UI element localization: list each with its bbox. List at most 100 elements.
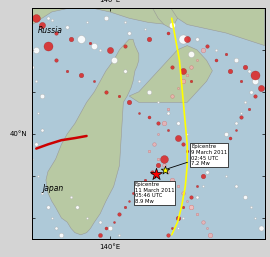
Point	[234, 121, 238, 125]
Point	[127, 31, 131, 35]
Point	[112, 58, 116, 62]
Point	[185, 73, 189, 77]
Point	[170, 65, 174, 69]
Point	[166, 233, 170, 237]
Point	[98, 220, 102, 224]
Point	[189, 65, 193, 69]
Point	[75, 205, 79, 209]
Point	[30, 157, 35, 161]
Point	[195, 195, 199, 199]
Point	[259, 86, 263, 90]
Point	[239, 115, 244, 119]
Point	[176, 121, 180, 125]
Point	[65, 69, 69, 73]
Point	[247, 69, 251, 73]
Point	[195, 142, 199, 146]
Point	[259, 226, 263, 231]
Point	[201, 184, 205, 188]
Point	[108, 226, 112, 231]
Point	[204, 153, 209, 157]
Point	[176, 184, 180, 188]
Point	[185, 199, 189, 203]
Point	[176, 136, 180, 140]
Point	[127, 199, 131, 203]
Point	[36, 111, 40, 115]
Point	[185, 149, 189, 153]
Point	[53, 58, 58, 62]
Point	[88, 41, 93, 45]
Point	[166, 170, 170, 174]
Point	[166, 128, 170, 132]
Point	[181, 205, 185, 209]
Point	[152, 142, 157, 146]
Point	[253, 73, 257, 77]
Point	[228, 69, 232, 73]
Point	[137, 79, 141, 83]
Point	[150, 170, 154, 174]
Point	[59, 233, 64, 237]
Point	[156, 132, 160, 136]
Point	[98, 233, 102, 237]
Point	[189, 195, 193, 199]
Point	[243, 195, 247, 199]
Point	[104, 90, 108, 94]
Point	[162, 157, 166, 161]
Text: Japan: Japan	[42, 184, 63, 193]
Point	[123, 20, 127, 24]
Point	[253, 79, 257, 83]
Point	[69, 37, 73, 41]
Point	[181, 191, 185, 195]
Point	[34, 16, 38, 20]
Text: Epicentre
11 March 2011
05:46 UTC
8.9 Mw: Epicentre 11 March 2011 05:46 UTC 8.9 Mw	[135, 177, 175, 204]
Point	[108, 48, 112, 52]
Point	[176, 226, 180, 231]
Point	[181, 79, 185, 83]
Point	[228, 136, 232, 140]
Point	[162, 163, 166, 168]
Point	[170, 22, 174, 26]
Point	[185, 37, 189, 41]
Point	[204, 43, 209, 48]
Point	[214, 58, 218, 62]
Point	[40, 191, 44, 195]
Point	[79, 37, 83, 41]
Polygon shape	[148, 0, 178, 29]
Point	[154, 172, 158, 176]
Point	[239, 111, 244, 115]
Point	[156, 100, 160, 104]
Point	[176, 216, 180, 220]
Point	[243, 65, 247, 69]
Point	[85, 20, 89, 24]
Point	[224, 52, 228, 56]
Point	[104, 226, 108, 231]
Point	[181, 216, 185, 220]
Point	[156, 157, 160, 161]
Point	[214, 48, 218, 52]
Point	[224, 174, 228, 178]
Point	[143, 27, 147, 31]
Point	[156, 163, 160, 168]
Point	[146, 149, 151, 153]
Point	[156, 121, 160, 125]
Point	[117, 233, 122, 237]
Point	[214, 157, 218, 161]
Point	[234, 128, 238, 132]
Point	[46, 16, 50, 20]
Point	[92, 79, 96, 83]
Point	[146, 115, 151, 119]
Polygon shape	[46, 39, 139, 235]
Point	[127, 100, 131, 104]
Point	[204, 170, 209, 174]
Point	[69, 195, 73, 199]
Point	[201, 220, 205, 224]
Point	[195, 58, 199, 62]
Point	[34, 79, 38, 83]
Point	[195, 212, 199, 216]
Point	[166, 31, 170, 35]
Point	[249, 90, 253, 94]
Point	[123, 205, 127, 209]
Point	[143, 178, 147, 182]
Point	[40, 128, 44, 132]
Point	[98, 48, 102, 52]
Point	[46, 205, 50, 209]
